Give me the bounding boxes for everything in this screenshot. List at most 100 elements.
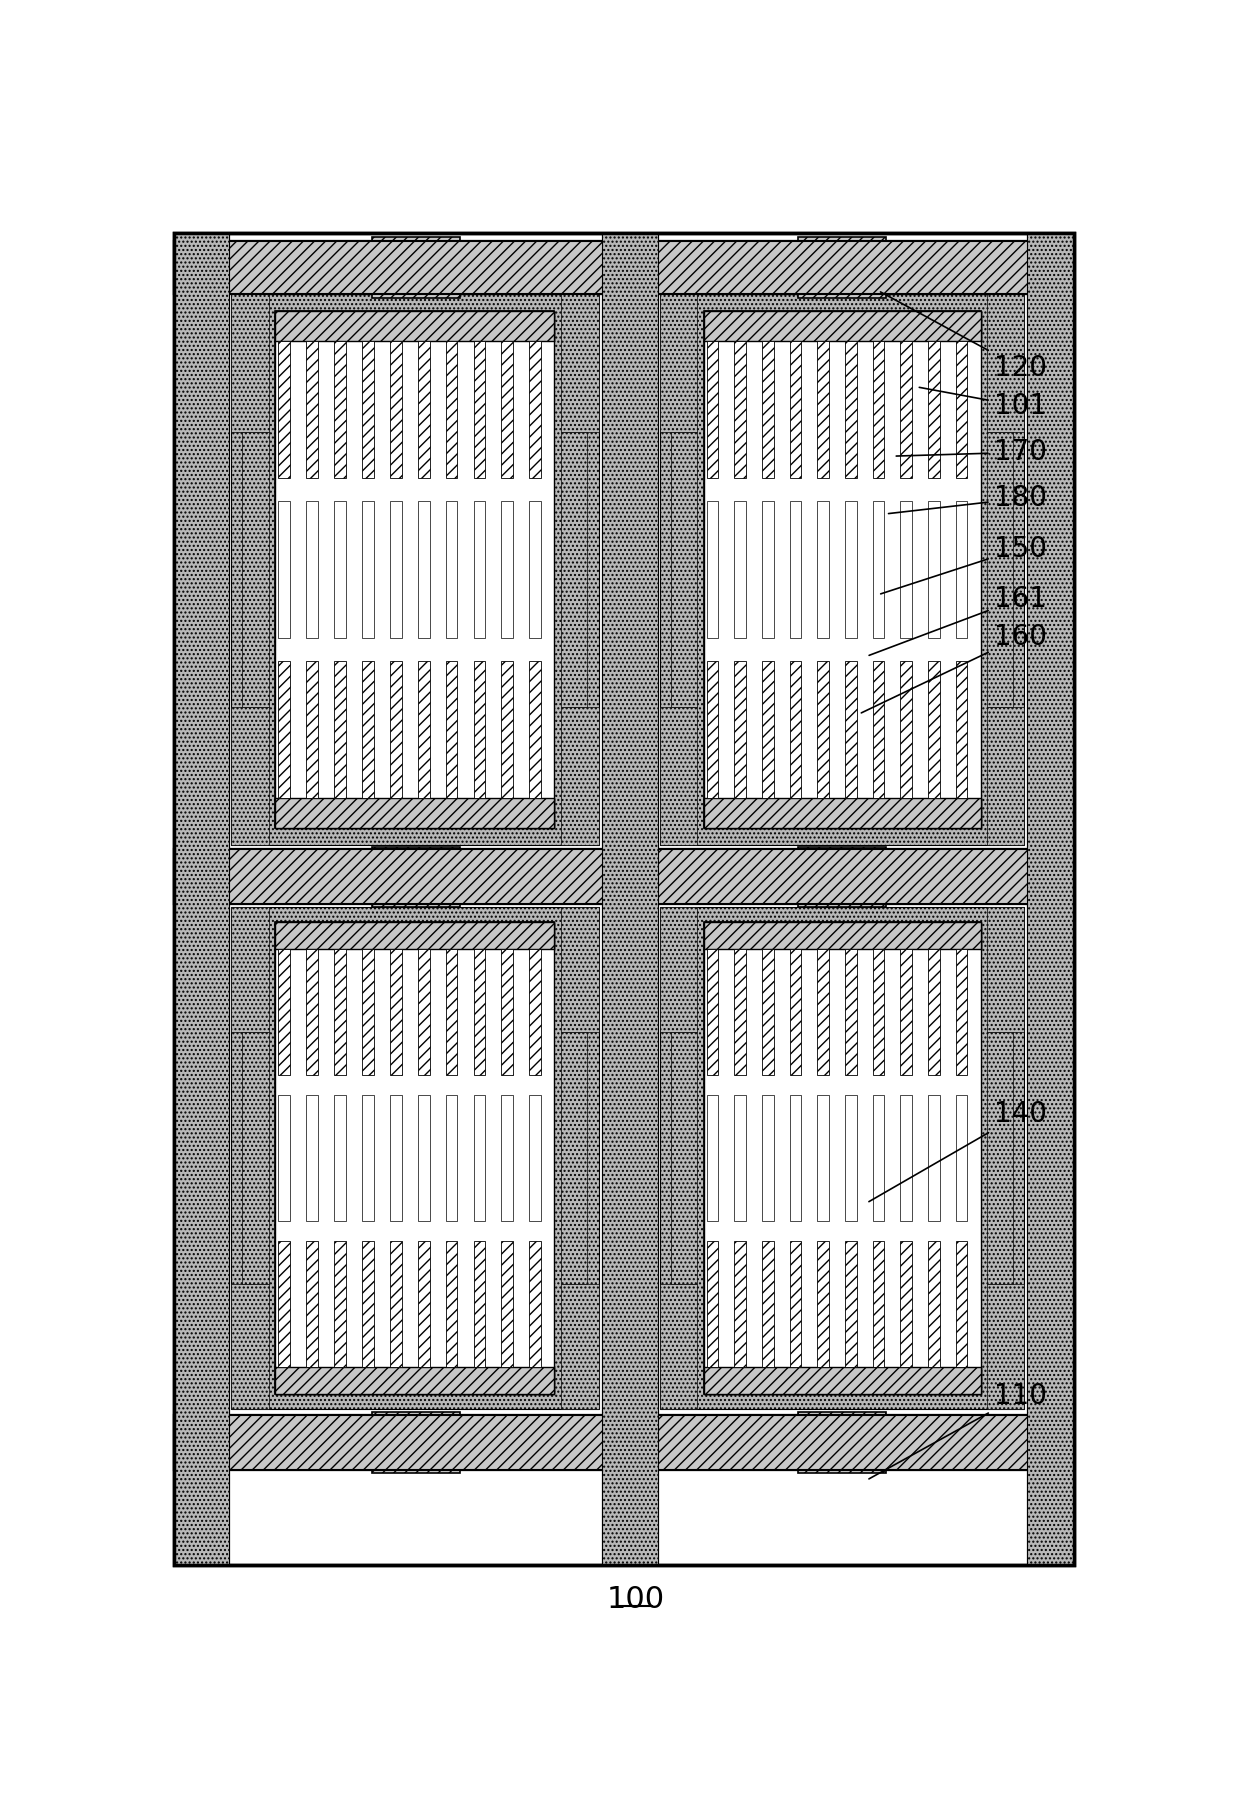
Bar xyxy=(389,1241,402,1366)
Bar xyxy=(560,431,588,707)
Bar xyxy=(278,1096,290,1221)
Bar xyxy=(445,949,458,1075)
Bar xyxy=(900,949,913,1075)
Bar xyxy=(707,949,718,1075)
Bar xyxy=(928,341,940,478)
Bar xyxy=(797,846,885,906)
Bar xyxy=(873,1241,884,1366)
Bar xyxy=(474,949,485,1075)
Bar xyxy=(817,1241,830,1366)
Bar xyxy=(734,502,746,638)
Bar xyxy=(306,1096,317,1221)
Bar xyxy=(790,1241,801,1366)
Bar xyxy=(873,502,884,638)
Bar xyxy=(334,502,346,638)
Bar xyxy=(987,1283,1024,1410)
Bar xyxy=(474,949,485,1075)
Bar xyxy=(501,661,513,799)
Bar xyxy=(501,502,513,638)
Bar xyxy=(474,341,485,478)
Bar xyxy=(529,949,541,1075)
Bar xyxy=(529,1096,541,1221)
Bar xyxy=(278,502,290,638)
Bar xyxy=(797,237,885,297)
Bar xyxy=(445,341,458,478)
Bar xyxy=(474,341,485,478)
Bar xyxy=(560,294,599,431)
Bar xyxy=(817,341,830,478)
Bar xyxy=(306,1241,317,1366)
Bar xyxy=(174,848,1074,904)
Bar xyxy=(660,906,1024,1410)
Bar xyxy=(474,1096,485,1221)
Bar xyxy=(844,661,857,799)
Bar xyxy=(529,949,541,1075)
Bar xyxy=(790,949,801,1075)
Bar xyxy=(474,1096,485,1221)
Bar xyxy=(734,949,746,1075)
Bar xyxy=(704,1366,981,1393)
Bar xyxy=(529,1241,541,1366)
Bar xyxy=(734,1096,746,1221)
Bar xyxy=(389,949,402,1075)
Bar xyxy=(389,502,402,638)
Bar xyxy=(790,341,801,478)
Bar xyxy=(928,502,940,638)
Bar xyxy=(987,294,1024,431)
Bar xyxy=(660,707,697,844)
Bar xyxy=(445,661,458,799)
Bar xyxy=(761,1096,774,1221)
Bar xyxy=(956,502,967,638)
Bar xyxy=(231,707,269,844)
Bar xyxy=(278,502,290,638)
Text: 101: 101 xyxy=(919,388,1047,420)
Circle shape xyxy=(797,868,815,886)
Bar xyxy=(418,661,429,799)
Bar xyxy=(734,661,746,799)
Bar xyxy=(389,949,402,1075)
Bar xyxy=(707,341,718,478)
Bar xyxy=(278,341,290,478)
Bar xyxy=(334,1096,346,1221)
Bar xyxy=(174,1415,1074,1470)
Bar xyxy=(529,341,541,478)
Bar xyxy=(707,1096,718,1221)
Bar xyxy=(761,1241,774,1366)
Bar xyxy=(844,341,857,478)
Bar xyxy=(900,661,913,799)
Bar xyxy=(334,661,346,799)
Text: 170: 170 xyxy=(897,439,1047,466)
Bar xyxy=(418,949,429,1075)
Bar xyxy=(900,1241,913,1366)
Bar xyxy=(306,502,317,638)
Bar xyxy=(334,1241,346,1366)
Bar xyxy=(362,1241,373,1366)
Bar xyxy=(817,1096,830,1221)
Bar xyxy=(306,949,317,1075)
Bar xyxy=(501,1096,513,1221)
Bar xyxy=(418,341,429,478)
Bar xyxy=(603,232,658,1566)
Bar xyxy=(873,1096,884,1221)
Bar xyxy=(445,1241,458,1366)
Bar xyxy=(408,1435,424,1450)
Bar xyxy=(306,1096,317,1221)
Bar xyxy=(445,502,458,638)
Bar xyxy=(878,261,889,274)
Bar xyxy=(389,661,402,799)
Bar xyxy=(704,312,981,341)
Bar xyxy=(761,661,774,799)
Bar xyxy=(362,502,373,638)
Bar xyxy=(275,312,554,341)
Bar xyxy=(306,949,317,1075)
Bar xyxy=(529,661,541,799)
Bar xyxy=(529,502,541,638)
Bar xyxy=(900,1096,913,1221)
Bar xyxy=(844,949,857,1075)
Circle shape xyxy=(797,1433,815,1451)
Bar xyxy=(275,312,554,828)
Bar xyxy=(278,661,290,799)
Bar xyxy=(761,341,774,478)
Bar xyxy=(873,502,884,638)
Bar xyxy=(734,661,746,799)
